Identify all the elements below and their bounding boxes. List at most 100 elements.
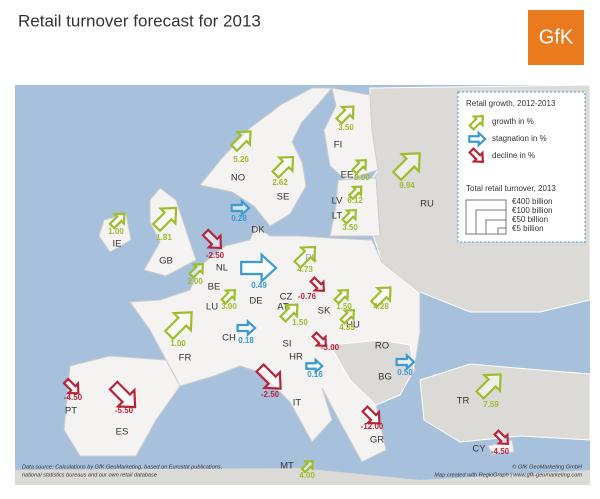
country-arrow (300, 460, 314, 474)
country-code: FI (334, 140, 342, 151)
land-balkans (329, 339, 415, 406)
legend-title: Retail growth, 2012-2013 (466, 99, 556, 108)
country-value: 9.00 (354, 173, 370, 182)
country-code: MT (280, 461, 294, 472)
country-value: 0.28 (231, 214, 247, 223)
country-code: BG (378, 372, 392, 383)
country-arrow (361, 405, 381, 425)
country-code: DE (249, 296, 262, 307)
country-value: -0.76 (298, 292, 317, 301)
country-arrow (279, 303, 299, 323)
country-code: EE (341, 170, 354, 181)
country-arrow (475, 373, 502, 400)
country-value: 5.26 (233, 155, 249, 164)
legend-label: stagnation in % (492, 134, 547, 143)
source-line: Data source: Calculations by GfK GeoMark… (22, 464, 222, 470)
country-value: -5.50 (115, 406, 134, 415)
country-value: 1.00 (170, 339, 186, 348)
country-arrow (339, 309, 355, 325)
logo: GfK (539, 26, 574, 48)
country-arrow (220, 289, 236, 305)
country-code: SI (283, 339, 292, 350)
country-value: 3.00 (221, 302, 237, 311)
legend-size-title: Total retail turnover, 2013 (466, 184, 556, 193)
country-value: -12.00 (361, 422, 384, 431)
country-code: GB (159, 256, 173, 267)
country-code: CZ (280, 292, 293, 303)
country-code: LU (206, 302, 218, 313)
country-code: SE (277, 192, 290, 203)
legend-arrow (468, 130, 487, 148)
country-code: SK (318, 306, 331, 317)
country-arrow (309, 276, 325, 292)
country-code: TR (457, 396, 470, 407)
land-turkey (419, 363, 591, 443)
country-arrow (240, 252, 278, 284)
country-code: LV (332, 196, 344, 207)
land-africa (15, 468, 590, 485)
country-value: 0.49 (251, 281, 267, 290)
country-value: 0.16 (307, 370, 323, 379)
legend-size-label: €100 billion (512, 206, 552, 215)
country-value: 2.62 (272, 178, 288, 187)
country-value: 0.18 (238, 336, 254, 345)
country-arrow (151, 206, 178, 233)
country-arrow (293, 245, 317, 269)
legend-label: growth in % (492, 117, 534, 126)
country-code: GR (370, 435, 384, 446)
country-value: 3.50 (342, 223, 358, 232)
country-value: 7.59 (483, 400, 499, 409)
country-value: 6.12 (347, 196, 363, 205)
country-code: AT (277, 302, 289, 313)
legend-size-label: €400 billion (512, 197, 552, 206)
legend-size-label: €5 billion (512, 224, 544, 233)
country-arrow (188, 263, 204, 279)
country-value: 4.35 (339, 323, 355, 332)
country-code: DK (251, 225, 265, 236)
country-arrow (335, 105, 355, 125)
country-value: -2.50 (261, 390, 280, 399)
country-value: 0.50 (397, 368, 413, 377)
country-arrow (347, 185, 363, 201)
country-code: CH (222, 333, 236, 344)
country-arrow (255, 363, 282, 390)
country-value: 1.81 (156, 233, 172, 242)
country-code: RU (420, 199, 434, 210)
country-value: 9.94 (399, 181, 415, 190)
copyright: © GfK GeoMarketing GmbH (512, 463, 583, 470)
legend-arrow (468, 147, 484, 163)
country-arrow (351, 159, 367, 175)
country-code: LT (332, 211, 343, 222)
country-value: 4.28 (373, 302, 389, 311)
country-arrow (341, 209, 357, 225)
country-arrow (271, 155, 295, 179)
country-code: HU (346, 320, 360, 331)
country-arrow (236, 318, 257, 338)
country-code: HR (289, 352, 303, 363)
country-arrow (311, 331, 327, 347)
country-value: 2.00 (187, 277, 203, 286)
country-value: -2.50 (206, 251, 225, 260)
country-code: IT (293, 398, 302, 409)
legend-arrow (468, 115, 484, 131)
source-line: national statistics bureaus and our own … (22, 472, 157, 478)
country-value: 1.50 (292, 318, 308, 327)
country-arrow (395, 352, 416, 372)
country-arrow (305, 357, 324, 375)
country-value: 4.73 (297, 265, 313, 274)
country-arrow (62, 377, 80, 395)
country-value: 3.50 (338, 123, 354, 132)
country-arrow (108, 380, 137, 409)
country-value: 4.00 (299, 471, 315, 480)
land-baltics (329, 177, 381, 237)
legend-label: decline in % (492, 151, 535, 160)
country-arrow (333, 289, 349, 305)
title: Retail turnover forecast for 2013 (18, 11, 261, 30)
country-value: -3.00 (321, 343, 340, 352)
country-value: 1.50 (336, 302, 352, 311)
country-code: PT (65, 406, 77, 417)
land-scandinavia (199, 87, 334, 227)
credit: Map created with RegioGraph | www.gfk-ge… (434, 472, 582, 478)
land-gb (143, 187, 197, 277)
country-code: IE (113, 239, 122, 250)
